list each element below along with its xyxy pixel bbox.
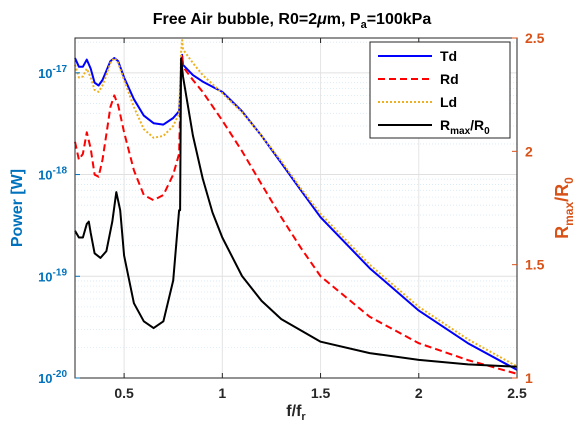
x-tick-label: 2	[415, 385, 423, 401]
y-axis-right-label: Rmax/R0	[552, 177, 576, 239]
y-left-tick-label: 10-20	[38, 369, 67, 386]
y-right-tick-label: 1	[525, 370, 533, 386]
legend-label-3: Ld	[440, 94, 457, 110]
y-right-tick-label: 2.5	[525, 30, 545, 46]
legend-label-2: Rd	[440, 71, 459, 87]
y-right-tick-label: 2	[525, 143, 533, 159]
legend-box	[369, 41, 511, 139]
ticks: 0.5 1 1.5 2 2.5 10-20 10-19 10-18 10-17 1 1.5 2 2.5	[38, 30, 545, 401]
series-line-1	[74, 53, 518, 371]
x-axis-label: f/fr	[286, 403, 306, 423]
x-tick-label: 1	[218, 385, 226, 401]
series-layer	[74, 39, 518, 375]
legend: Td Rd Ld Rmax/R0	[369, 41, 511, 139]
legend-label-4: Rmax/R0	[440, 117, 490, 137]
y-left-tick-label: 10-19	[38, 267, 67, 284]
y-left-tick-label: 10-17	[38, 64, 67, 81]
grid	[75, 38, 517, 378]
x-tick-label: 2.5	[507, 385, 527, 401]
legend-label-1: Td	[440, 48, 457, 64]
series-line-4	[74, 57, 518, 368]
series-line-2	[74, 53, 518, 375]
chart-title: Free Air bubble, R0=2μm, Pa=100kPa	[153, 11, 432, 31]
y-left-tick-label: 10-18	[38, 166, 67, 183]
x-tick-label: 0.5	[114, 385, 134, 401]
series-line-3	[74, 39, 518, 368]
y-right-tick-label: 1.5	[525, 257, 545, 273]
y-axis-left-label: Power [W]	[9, 169, 26, 247]
x-tick-label: 1.5	[311, 385, 331, 401]
plot-frame	[74, 37, 518, 379]
